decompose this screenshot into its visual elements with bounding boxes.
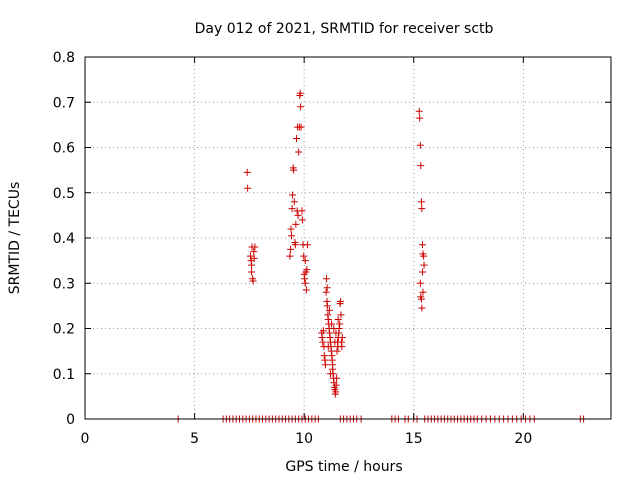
- x-tick-label: 0: [81, 431, 90, 447]
- y-tick-label: 0.5: [53, 186, 75, 202]
- grid-lines: [85, 57, 611, 419]
- data-point: [334, 315, 342, 323]
- data-point: [318, 334, 326, 342]
- data-point: [301, 279, 309, 287]
- data-point: [323, 275, 331, 283]
- axis-ticks: [84, 56, 611, 420]
- data-point: [319, 327, 327, 335]
- data-point: [244, 184, 252, 192]
- data-point: [321, 361, 329, 369]
- data-point: [325, 306, 333, 314]
- data-point: [289, 191, 297, 199]
- data-point: [418, 304, 426, 312]
- data-point: [328, 320, 336, 328]
- data-point: [319, 338, 327, 346]
- data-point: [418, 205, 426, 213]
- data-point: [333, 374, 341, 382]
- data-point: [249, 277, 257, 285]
- data-point: [250, 254, 258, 262]
- data-point: [415, 107, 423, 115]
- data-point: [292, 220, 300, 228]
- data-point: [297, 103, 305, 111]
- data-point: [288, 205, 296, 213]
- data-point: [300, 252, 308, 260]
- data-point: [322, 288, 330, 296]
- data-point: [332, 381, 340, 389]
- y-tick-label: 0.3: [53, 276, 75, 292]
- data-point: [326, 370, 334, 378]
- data-point: [287, 245, 295, 253]
- data-point: [416, 141, 424, 149]
- data-point: [290, 198, 298, 206]
- data-point: [301, 275, 309, 283]
- data-point: [248, 261, 256, 269]
- x-axis-label: GPS time / hours: [285, 459, 402, 475]
- data-point: [303, 266, 311, 274]
- data-point: [295, 148, 303, 156]
- data-point: [336, 320, 344, 328]
- data-point: [417, 162, 425, 170]
- y-tick-label: 0.6: [53, 141, 75, 157]
- data-point: [416, 114, 424, 122]
- data-point: [251, 243, 259, 251]
- data-point: [419, 241, 427, 249]
- data-point: [320, 352, 328, 360]
- data-point: [323, 284, 331, 292]
- y-tick-labels: 0 0.1 0.2 0.3 0.4 0.5 0.6 0.7 0.8: [53, 50, 75, 428]
- data-point: [243, 168, 251, 176]
- data-point: [330, 325, 338, 332]
- data-point: [419, 268, 427, 276]
- x-tick-label: 10: [295, 431, 313, 447]
- data-point: [303, 241, 311, 249]
- y-tick-label: 0.4: [53, 231, 75, 247]
- x-tick-label: 5: [190, 431, 199, 447]
- x-tick-label: 15: [405, 431, 423, 447]
- x-tick-label: 20: [514, 431, 532, 447]
- data-point: [337, 297, 345, 305]
- data-point: [416, 279, 424, 287]
- data-point: [250, 248, 258, 256]
- x-tick-labels: 0 5 10 15 20: [81, 431, 533, 447]
- y-tick-label: 0: [66, 412, 75, 428]
- data-point: [417, 295, 425, 303]
- data-point: [297, 123, 305, 131]
- data-point: [246, 252, 254, 260]
- data-point: [287, 225, 295, 233]
- data-point: [331, 338, 339, 346]
- data-point: [248, 268, 256, 276]
- data-point: [296, 89, 304, 97]
- data-point: [294, 211, 302, 219]
- data-point: [332, 329, 340, 337]
- data-point: [338, 343, 346, 351]
- data-point: [298, 207, 306, 215]
- chart-title: Day 012 of 2021, SRMTID for receiver sct…: [195, 21, 494, 37]
- data-point: [290, 166, 298, 174]
- data-point: [302, 286, 310, 294]
- data-point: [337, 311, 345, 319]
- data-point: [420, 261, 428, 269]
- data-point: [417, 198, 425, 206]
- data-point: [287, 232, 295, 240]
- data-point: [286, 252, 294, 260]
- data-point: [324, 343, 332, 351]
- data-point: [323, 302, 331, 310]
- y-axis-label: SRMTID / TECUs: [7, 182, 23, 295]
- plot-frame: [84, 56, 612, 420]
- data-point: [292, 134, 300, 142]
- data-point: [338, 334, 346, 342]
- data-point: [291, 241, 299, 249]
- y-tick-label: 0.2: [53, 322, 75, 338]
- data-point: [329, 365, 337, 373]
- data-point: [298, 216, 306, 224]
- data-point: [333, 347, 341, 355]
- data-points: [174, 89, 588, 423]
- y-tick-label: 0.8: [53, 50, 75, 66]
- data-point: [332, 388, 340, 396]
- y-tick-label: 0.7: [53, 95, 75, 111]
- y-tick-label: 0.1: [53, 367, 75, 383]
- data-point: [419, 288, 427, 296]
- data-point: [301, 257, 309, 265]
- data-point: [420, 252, 428, 260]
